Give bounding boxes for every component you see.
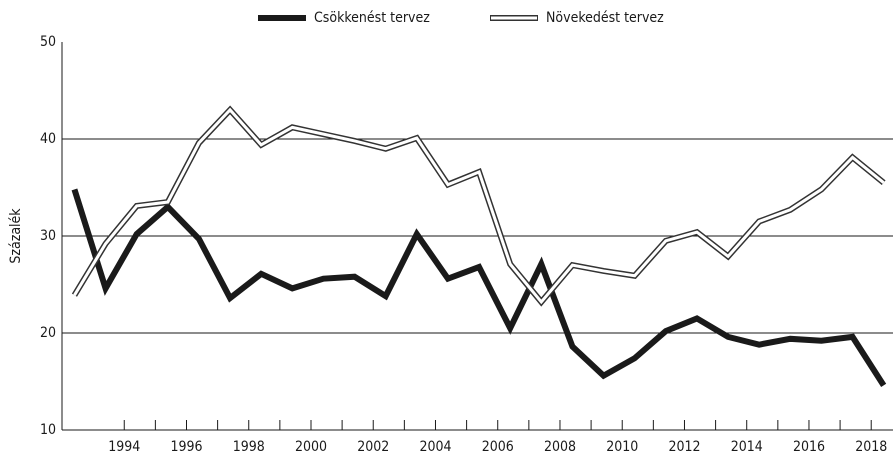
- x-tick-label: 1994: [108, 439, 140, 455]
- x-tick-label: 2018: [855, 439, 887, 455]
- legend-label: Csökkenést tervez: [314, 10, 430, 26]
- x-tick-label: 2000: [295, 439, 327, 455]
- y-tick-label: 50: [40, 34, 56, 50]
- y-tick-label: 40: [40, 131, 56, 147]
- x-tick-label: 2016: [793, 439, 825, 455]
- x-tick-label: 1998: [233, 439, 265, 455]
- x-tick-label: 2002: [357, 439, 389, 455]
- y-axis-label: Százalék: [8, 208, 24, 264]
- y-tick-label: 10: [40, 422, 56, 438]
- x-tick-label: 2004: [419, 439, 451, 455]
- x-tick-label: 2014: [731, 439, 763, 455]
- y-tick-label: 20: [40, 325, 56, 341]
- legend-label: Növekedést tervez: [546, 10, 664, 26]
- x-tick-label: 2012: [668, 439, 700, 455]
- y-tick-label: 30: [40, 228, 56, 244]
- series-line: [73, 107, 885, 305]
- x-tick-label: 2008: [544, 439, 576, 455]
- x-tick-label: 2006: [482, 439, 514, 455]
- x-tick-label: 2010: [606, 439, 638, 455]
- x-tick-label: 1996: [170, 439, 202, 455]
- series-line: [71, 188, 887, 388]
